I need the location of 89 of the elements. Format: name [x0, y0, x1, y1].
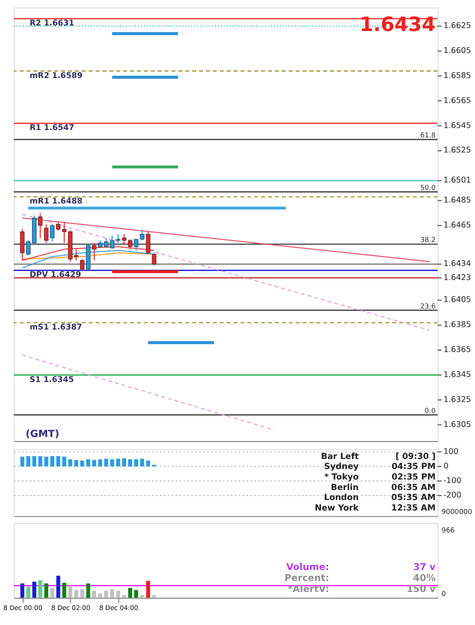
annotation: Berlin	[330, 482, 359, 492]
annotation: New York	[314, 502, 360, 513]
y-tick-label: 1.6545	[443, 120, 472, 130]
line-series	[22, 246, 155, 261]
bar	[98, 459, 102, 466]
text: 37 v	[413, 562, 436, 574]
y-tick-label: 1.6365	[443, 345, 472, 354]
candlestick	[152, 252, 156, 266]
y-tick-label: 1.6585	[443, 70, 472, 80]
bar	[146, 460, 150, 466]
annotation: 150 v	[406, 584, 436, 595]
bar	[110, 589, 114, 598]
bar	[44, 456, 48, 466]
annotation: 04:35 PM	[392, 461, 436, 472]
annotation: Bar Left	[321, 450, 359, 461]
annotation: Percent:	[284, 572, 330, 584]
bar	[92, 460, 96, 466]
annotation: 40%	[413, 572, 436, 584]
bar	[20, 583, 24, 598]
y-tick-label: 1.6305	[443, 420, 472, 429]
bar	[134, 590, 138, 598]
bar	[50, 456, 54, 466]
ref-line-label: R2 1.6631	[30, 18, 74, 28]
y-tick-label: 1.6465	[443, 220, 472, 230]
ref-line-label: mR1 1.6488	[30, 196, 82, 206]
bar	[122, 595, 126, 598]
bar	[86, 583, 90, 598]
bar	[38, 456, 42, 466]
bar	[134, 459, 138, 466]
annotation: 02:35 PM	[392, 471, 436, 482]
bar	[104, 458, 108, 466]
annotation: *AlertV:	[288, 584, 330, 595]
bar	[56, 456, 60, 466]
y-tick-label: 1.6605	[443, 46, 472, 56]
bar	[116, 458, 120, 466]
bar	[116, 590, 120, 598]
y-tick-label: -100	[443, 476, 462, 485]
annotation: 12:35 AM	[391, 502, 436, 513]
annotation: Sydney	[324, 461, 360, 472]
y-tick-label: 1.6525	[443, 146, 472, 155]
annotation: * Tokyo	[324, 471, 359, 482]
y-tick-label: -200	[443, 490, 462, 500]
bar	[80, 589, 84, 598]
y-tick-label: 1.6423	[443, 272, 472, 282]
bar	[92, 590, 96, 598]
annotation: (GMT)	[26, 429, 60, 440]
bar	[122, 458, 126, 466]
bar	[32, 456, 36, 466]
ref-line-label: R1 1.6547	[30, 123, 74, 132]
y-tick-label: 100	[443, 446, 458, 456]
bar	[128, 588, 132, 598]
bar	[32, 582, 36, 598]
y-tick-label: 1.6405	[443, 295, 472, 304]
ref-line-label: mR2 1.6589	[30, 70, 82, 80]
bar	[128, 459, 132, 466]
bar	[20, 456, 24, 466]
chart-title: 1.6434	[360, 13, 436, 36]
annotation: 06:35 AM	[391, 482, 436, 492]
y-tick-label: 1.6434	[443, 259, 472, 268]
bar	[62, 456, 66, 466]
annotation: [ 09:30 ]	[396, 450, 436, 461]
annotation: London	[324, 492, 359, 502]
bar	[140, 458, 144, 466]
line-series	[22, 250, 155, 268]
bar	[80, 460, 84, 466]
bar	[74, 460, 78, 466]
text: Volume:	[286, 562, 330, 574]
bar	[110, 459, 114, 466]
y-tick-label: 1.6325	[443, 394, 472, 404]
bar	[98, 593, 102, 598]
y-tick-label: 0	[443, 461, 448, 470]
annotation: 05:35 AM	[391, 492, 436, 502]
bar	[140, 595, 144, 598]
ref-line-label: DPV 1.6429	[30, 270, 82, 280]
bar	[86, 459, 90, 466]
bar	[26, 586, 30, 598]
y-tick-label: 1.6625	[443, 21, 472, 30]
y-tick-label: 1.6345	[443, 370, 472, 379]
bar	[104, 590, 108, 598]
ref-line-label: mS1 1.6387	[30, 322, 82, 332]
ref-line-label: S1 1.6345	[30, 374, 74, 384]
y-tick-label: 1.6385	[443, 320, 472, 330]
bar	[38, 580, 42, 598]
bar	[146, 580, 150, 598]
bar	[152, 595, 156, 598]
y-tick-label: 1.6501	[443, 176, 472, 185]
y-tick-label: 1.6565	[443, 96, 472, 105]
bar	[26, 456, 30, 466]
y-tick-label: 1.6485	[443, 196, 472, 205]
